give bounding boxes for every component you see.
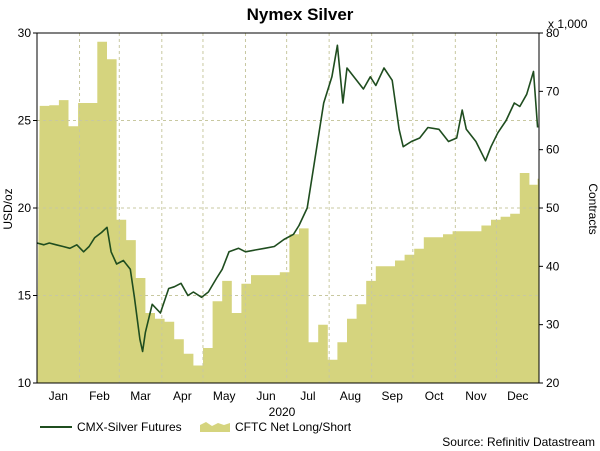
month-label: Jan [49,389,68,403]
grid-layer [37,33,539,383]
left-tick-label: 25 [18,114,32,128]
right-tick-label: 40 [546,259,560,273]
month-label: May [213,389,236,403]
legend-area-swatch [200,422,230,432]
month-label: Oct [425,389,444,403]
cftc-net-area [37,41,539,384]
area-layer [37,41,539,384]
line-layer [36,44,539,353]
right-axis-multiplier: x 1,000 [548,17,588,31]
month-label: Dec [507,389,528,403]
right-tick-label: 60 [546,143,560,157]
left-tick-label: 10 [18,376,32,390]
source-note: Source: Refinitiv Datastream [442,435,595,449]
left-tick-label: 15 [18,289,32,303]
month-label: Jun [256,389,275,403]
month-label: Apr [173,389,192,403]
month-label: Sep [382,389,404,403]
x-axis-label: 2020 [269,405,296,419]
legend-label-area: CFTC Net Long/Short [235,420,352,434]
right-tick-label: 70 [546,84,560,98]
right-tick-label: 80 [546,26,560,40]
tick-layer: 10 15 20 25 30 20 30 40 50 60 70 80 Jan Feb Mar Apr May J… [18,26,560,403]
month-label: Jul [300,389,315,403]
right-tick-label: 30 [546,318,560,332]
left-axis-label: USD/oz [1,188,15,229]
right-tick-label: 20 [546,376,560,390]
chart-title: Nymex Silver [247,5,354,24]
month-label: Aug [340,389,361,403]
month-label: Nov [465,389,486,403]
legend: CMX-Silver Futures CFTC Net Long/Short [40,420,352,434]
right-tick-label: 50 [546,201,560,215]
left-tick-label: 20 [18,201,32,215]
left-tick-label: 30 [18,26,32,40]
silver-futures-line [36,44,539,353]
month-label: Mar [130,389,151,403]
month-label: Feb [89,389,110,403]
right-axis-label: Contracts [586,183,600,234]
legend-label-line: CMX-Silver Futures [77,420,182,434]
